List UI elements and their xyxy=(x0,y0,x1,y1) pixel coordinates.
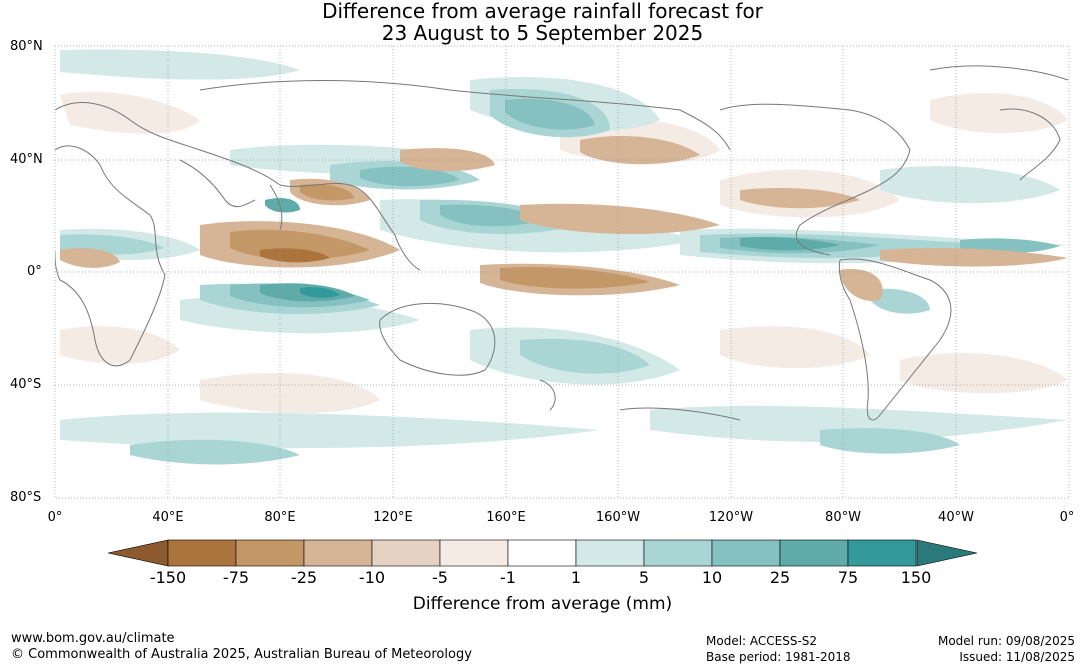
lon-label-120e: 120°E xyxy=(373,510,413,525)
colorbar-bin-0 xyxy=(167,539,237,567)
colorbar-tick-label: -150 xyxy=(149,568,187,587)
colorbar-title: Difference from average (mm) xyxy=(412,594,673,614)
colorbar-bin-9 xyxy=(779,539,849,567)
map-gridlines xyxy=(55,46,1069,498)
colorbar-tick-label: -75 xyxy=(222,568,250,587)
footer-model-info: Model: ACCESS-S2 Base period: 1981-2018 xyxy=(706,633,851,665)
lon-label-40e: 40°E xyxy=(152,510,184,525)
lon-label-160e: 160°E xyxy=(486,510,526,525)
lat-label-0: 0° xyxy=(27,264,42,279)
colorbar-tick-label: 5 xyxy=(638,568,650,587)
lon-label-80w: 80°W xyxy=(825,510,861,525)
lon-label-0-right: 0° xyxy=(1059,510,1075,525)
lon-label-0-left: 0° xyxy=(47,510,63,525)
colorbar-low-arrow xyxy=(107,539,169,567)
map-title: Difference from average rainfall forecas… xyxy=(0,0,1085,44)
lat-label-40n: 40°N xyxy=(10,152,43,167)
footer-issued: Issued: 11/08/2025 xyxy=(959,650,1075,664)
lon-label-80e: 80°E xyxy=(264,510,296,525)
colorbar-tick-label: 1 xyxy=(570,568,582,587)
title-line-1: Difference from average rainfall forecas… xyxy=(322,0,763,23)
colorbar-tick-label: -5 xyxy=(432,568,448,587)
footer-copyright: © Commonwealth of Australia 2025, Austra… xyxy=(11,647,472,662)
lat-label-80n: 80°N xyxy=(10,39,43,54)
colorbar-bin-2 xyxy=(303,539,373,567)
colorbar-bin-6 xyxy=(575,539,645,567)
colorbar-bin-5 xyxy=(507,539,577,567)
lat-label-40s: 40°S xyxy=(10,377,42,392)
map-frame xyxy=(54,45,1070,499)
footer-base-period: Base period: 1981-2018 xyxy=(706,650,851,664)
colorbar-tick-label: 75 xyxy=(837,568,859,587)
lon-label-120w: 120°W xyxy=(708,510,754,525)
colorbar-bin-4 xyxy=(439,539,509,567)
colorbar-high-arrow xyxy=(916,539,978,567)
lon-label-160w: 160°W xyxy=(595,510,641,525)
anomaly-field xyxy=(60,49,1068,465)
colorbar-tick-label: -1 xyxy=(500,568,516,587)
title-line-2: 23 August to 5 September 2025 xyxy=(381,21,704,45)
footer-left: www.bom.gov.au/climate © Commonwealth of… xyxy=(11,631,472,663)
colorbar-bin-3 xyxy=(371,539,441,567)
colorbar-tick-label: 150 xyxy=(900,568,932,587)
colorbar-bins xyxy=(167,539,917,567)
colorbar-bin-10 xyxy=(847,539,917,567)
footer-url[interactable]: www.bom.gov.au/climate xyxy=(11,631,175,646)
lat-label-80s: 80°S xyxy=(10,490,42,505)
lon-label-40w: 40°W xyxy=(938,510,974,525)
footer-run-info: Model run: 09/08/2025 Issued: 11/08/2025 xyxy=(938,633,1075,665)
colorbar-tick-label: 25 xyxy=(769,568,791,587)
colorbar-bin-1 xyxy=(235,539,305,567)
colorbar-tick-label: 10 xyxy=(701,568,723,587)
coastlines xyxy=(55,65,1069,421)
colorbar-tick-label: -25 xyxy=(290,568,318,587)
colorbar-bin-7 xyxy=(643,539,713,567)
footer-model-run: Model run: 09/08/2025 xyxy=(937,634,1075,648)
footer-model: Model: ACCESS-S2 xyxy=(706,634,818,648)
colorbar-tick-label: -10 xyxy=(358,568,386,587)
colorbar-bin-8 xyxy=(711,539,781,567)
